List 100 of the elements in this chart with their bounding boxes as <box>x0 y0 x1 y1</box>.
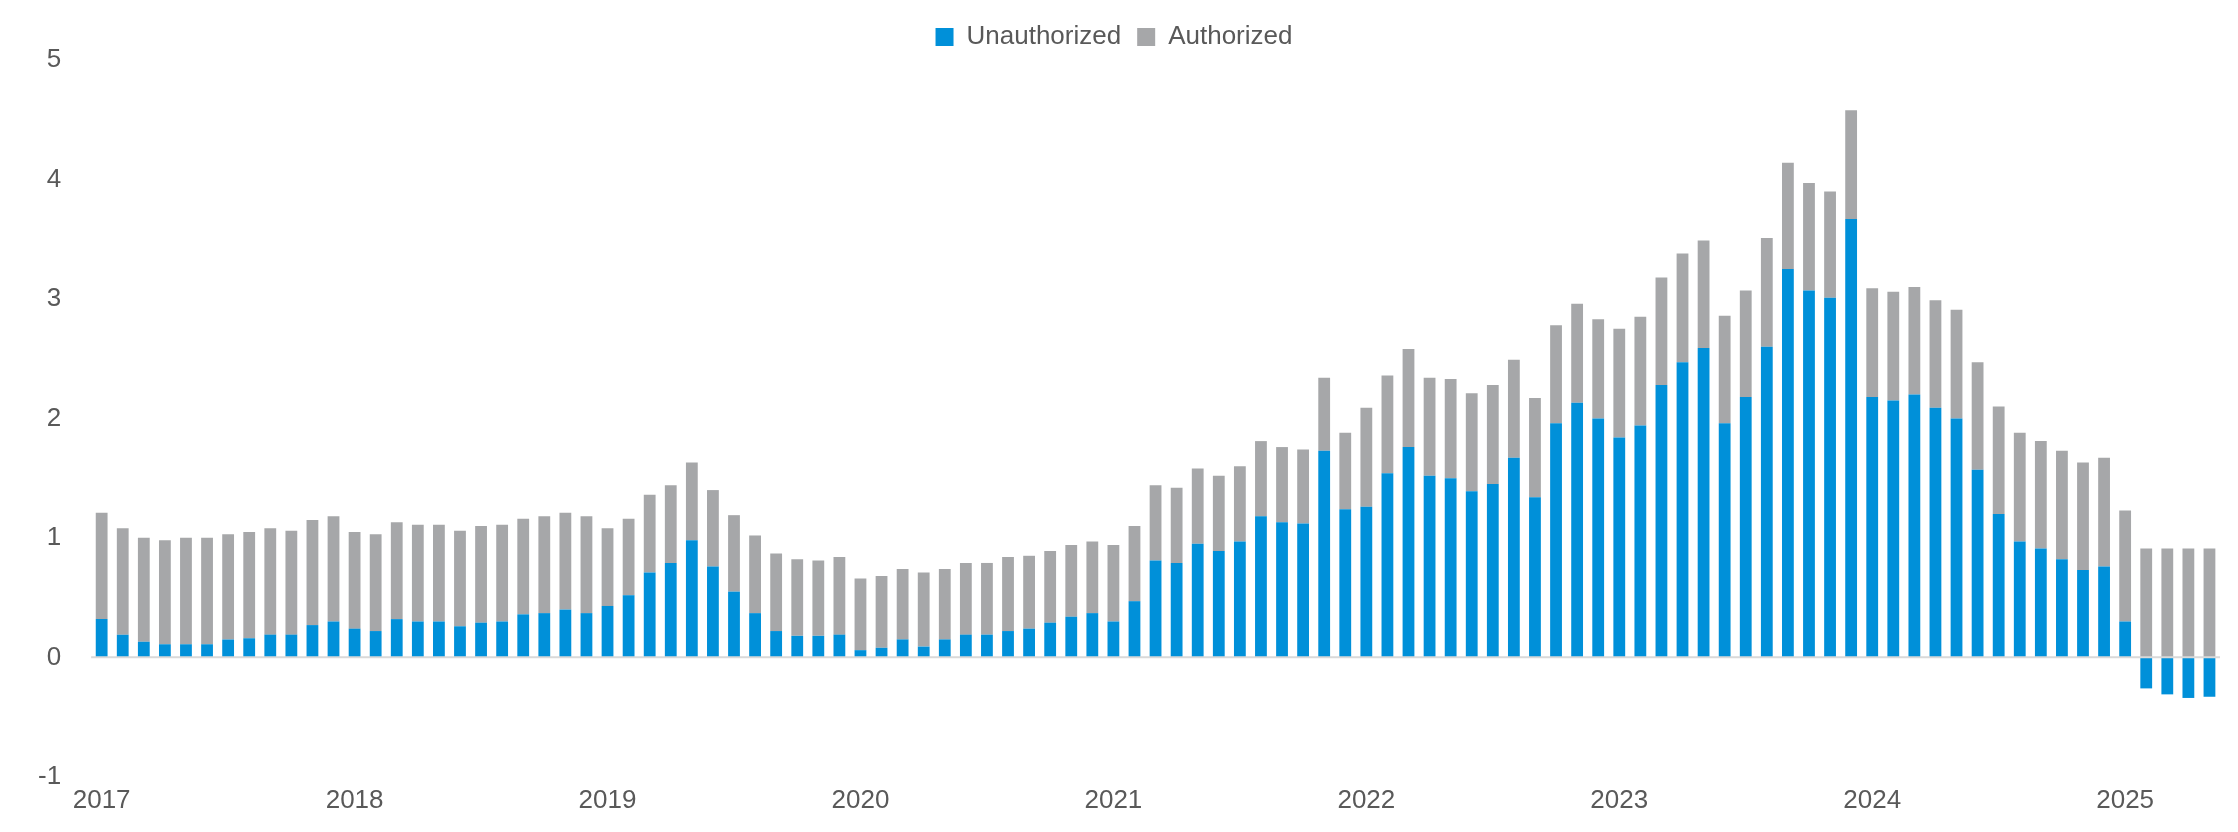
y-tick-label: 5 <box>46 43 62 74</box>
bar <box>1655 384 1668 658</box>
bar <box>222 534 235 640</box>
bar <box>1170 487 1183 563</box>
bar <box>791 635 804 658</box>
bar <box>2119 510 2132 622</box>
bar <box>95 619 108 658</box>
bar <box>938 639 951 658</box>
bar <box>1550 423 1562 658</box>
bar <box>2056 559 2068 658</box>
bar <box>306 519 319 626</box>
bar <box>1339 509 1352 658</box>
bar <box>1929 407 1942 658</box>
bar <box>1360 506 1373 658</box>
bar <box>1212 551 1225 658</box>
y-tick-label: 2 <box>46 401 62 432</box>
bar <box>2140 657 2153 689</box>
bar <box>1149 560 1162 658</box>
bar <box>1212 475 1225 552</box>
bar <box>1529 497 1541 658</box>
bar <box>201 537 213 645</box>
bar <box>1023 628 1035 658</box>
bar <box>2077 570 2089 658</box>
bar <box>685 540 698 658</box>
bar <box>1255 441 1267 517</box>
bar <box>433 621 445 658</box>
bar <box>1529 398 1541 498</box>
bar <box>1507 359 1520 458</box>
bar <box>180 537 192 645</box>
bar <box>896 568 909 640</box>
bar <box>1107 621 1120 658</box>
bar <box>2119 621 2132 658</box>
bar <box>1023 555 1035 629</box>
bar <box>1255 516 1267 658</box>
bar <box>770 631 783 658</box>
bar <box>1908 394 1921 658</box>
bar <box>264 528 277 635</box>
bar <box>1507 457 1520 658</box>
bar <box>390 522 403 620</box>
x-tick-label: 2023 <box>1590 783 1649 814</box>
bar <box>369 631 382 658</box>
bar <box>1908 286 1921 395</box>
bar <box>1613 328 1626 438</box>
bar <box>496 524 509 622</box>
bar <box>1739 396 1752 658</box>
bar <box>306 625 319 658</box>
bar <box>1992 513 2005 658</box>
bar <box>622 518 635 596</box>
bar <box>411 621 424 658</box>
bar <box>1845 110 1858 219</box>
x-tick-label: 2021 <box>1084 783 1143 814</box>
bar <box>116 634 129 658</box>
y-tick-label: 3 <box>46 282 62 313</box>
bar <box>685 462 698 541</box>
bar <box>264 634 277 658</box>
legend-label: Authorized <box>1168 20 1293 51</box>
bar <box>1887 400 1900 658</box>
x-tick-label: 2025 <box>2096 783 2155 814</box>
bar <box>2161 548 2174 658</box>
x-tick-label: 2020 <box>831 783 890 814</box>
bar <box>812 635 825 658</box>
bar <box>1760 238 1773 347</box>
bar <box>2203 548 2216 658</box>
bar <box>1381 473 1394 658</box>
bar <box>1824 297 1836 658</box>
bar <box>643 494 656 573</box>
bar <box>1824 191 1836 298</box>
x-tick-label: 2018 <box>325 783 384 814</box>
bar <box>1170 562 1183 658</box>
bar <box>1065 545 1078 617</box>
x-tick-label: 2017 <box>72 783 131 814</box>
bar <box>749 535 761 614</box>
bar <box>1297 449 1310 524</box>
bar <box>1760 346 1773 658</box>
bar <box>1128 601 1141 658</box>
bar <box>2182 548 2195 658</box>
bar <box>243 531 256 639</box>
bar <box>222 639 235 658</box>
bar <box>959 634 972 658</box>
bar <box>137 537 150 642</box>
bar <box>1592 319 1605 419</box>
bar <box>1887 291 1900 401</box>
bar <box>580 516 593 614</box>
bar <box>538 516 551 614</box>
bar <box>433 524 445 622</box>
bar <box>1718 423 1731 658</box>
bar <box>707 490 719 567</box>
bar <box>981 634 993 658</box>
bar <box>1950 418 1963 658</box>
bar <box>475 525 487 623</box>
bar <box>369 534 382 632</box>
bar <box>1866 288 1879 397</box>
bar <box>833 556 846 635</box>
bar <box>517 614 530 658</box>
bar <box>1318 377 1331 451</box>
bar <box>1107 545 1120 622</box>
bar <box>854 578 867 651</box>
bar <box>1845 218 1858 658</box>
bar <box>1929 300 1942 408</box>
bar <box>454 530 466 627</box>
